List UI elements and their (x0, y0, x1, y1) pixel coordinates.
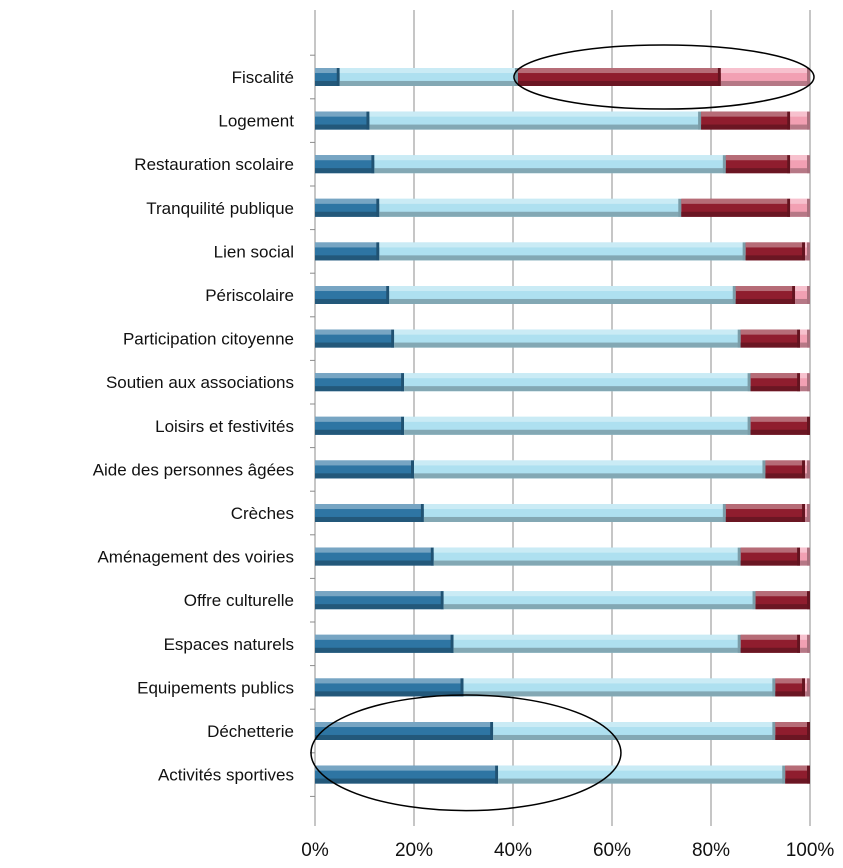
category-label: Equipements publics (137, 678, 294, 697)
bar-segment (379, 242, 746, 261)
annotation-ellipse (310, 694, 622, 812)
bar-segment (315, 329, 395, 348)
category-label: Participation citoyenne (123, 330, 294, 349)
bar-segment (339, 68, 518, 86)
category-label: Restauration scolaire (134, 155, 294, 174)
bar-segment (805, 242, 810, 261)
bar-segment (389, 286, 736, 304)
category-label: Offre culturelle (184, 591, 294, 610)
bar-segment (315, 242, 380, 261)
category-label: Périscolaire (205, 286, 294, 305)
bar-segment (725, 504, 806, 522)
bar-segment (765, 460, 806, 479)
x-tick-label: 100% (786, 840, 835, 861)
bar-segment (750, 373, 801, 392)
x-tick-label: 60% (593, 840, 631, 861)
category-label: Fiscalité (232, 68, 294, 87)
bar-segment (800, 634, 810, 653)
category-label: Lien social (214, 242, 294, 261)
bar-segment (379, 198, 682, 217)
bar-segment (414, 460, 766, 479)
bar-segment (315, 460, 414, 479)
bar-segment (805, 460, 810, 479)
bar-segment (493, 722, 776, 740)
category-label: Aide des personnes âgées (93, 460, 294, 479)
category-label: Logement (218, 112, 294, 131)
bar-segment (745, 242, 806, 261)
bar-segment (790, 155, 810, 174)
bar-segment (315, 68, 340, 86)
category-label: Aménagement des voiries (97, 548, 294, 567)
category-label: Activités sportives (158, 766, 294, 785)
bar-segment (315, 722, 494, 740)
bar-segment (750, 416, 810, 435)
bar-segment (755, 591, 810, 610)
x-tick-label: 0% (301, 840, 329, 861)
bar-segment (463, 678, 776, 697)
bar-segment (315, 547, 434, 566)
bar-segment (498, 765, 786, 784)
bar-segment (394, 329, 741, 348)
category-label: Soutien aux associations (106, 373, 294, 392)
bar-segment (315, 155, 375, 174)
bar-segment (404, 416, 751, 435)
x-tick-label: 20% (395, 840, 433, 861)
bar-segment (720, 68, 810, 86)
bar-segment (775, 722, 810, 740)
category-label: Crèches (231, 504, 294, 523)
bar-segment (315, 504, 424, 522)
bar-segment (453, 634, 741, 653)
bar-segment (315, 373, 405, 392)
bar-segment (725, 155, 791, 174)
x-tick-label: 40% (494, 840, 532, 861)
category-label: Loisirs et festivités (155, 417, 294, 436)
bar-segment (315, 678, 464, 697)
bar-segment (740, 547, 801, 566)
bar-segment (404, 373, 751, 392)
bar-segment (315, 416, 405, 435)
bar-segment (790, 198, 810, 217)
bar-segment (315, 634, 454, 653)
bar-segment (315, 286, 390, 304)
bar-segment (517, 68, 721, 86)
bar-segment (433, 547, 741, 566)
bar-segment (790, 111, 810, 130)
bar-segment (735, 286, 796, 304)
bar-segment (315, 198, 380, 217)
bar-segment (800, 329, 810, 348)
category-label: Déchetterie (207, 722, 294, 741)
category-label: Tranquilité publique (146, 199, 294, 218)
bar-segment (374, 155, 726, 174)
bar-segment (795, 286, 810, 304)
bar-segment (740, 329, 801, 348)
bar-segment (800, 547, 810, 566)
bar-segment (800, 373, 810, 392)
bar-segment (315, 111, 370, 130)
x-tick-label: 80% (692, 840, 730, 861)
bar-segment (805, 504, 810, 522)
bar-segment (369, 111, 702, 130)
bar-segment (443, 591, 756, 610)
bar-segment (785, 765, 810, 784)
bar-segment (775, 678, 806, 697)
bar-segment (805, 678, 810, 697)
bar-segment (681, 198, 791, 217)
bar-segment (315, 765, 499, 784)
bar-segment (740, 634, 801, 653)
annotation-ellipse (513, 44, 815, 110)
category-label: Espaces naturels (164, 635, 294, 654)
bar-segment (701, 111, 791, 130)
bar-segment (423, 504, 726, 522)
bar-segment (315, 591, 444, 610)
